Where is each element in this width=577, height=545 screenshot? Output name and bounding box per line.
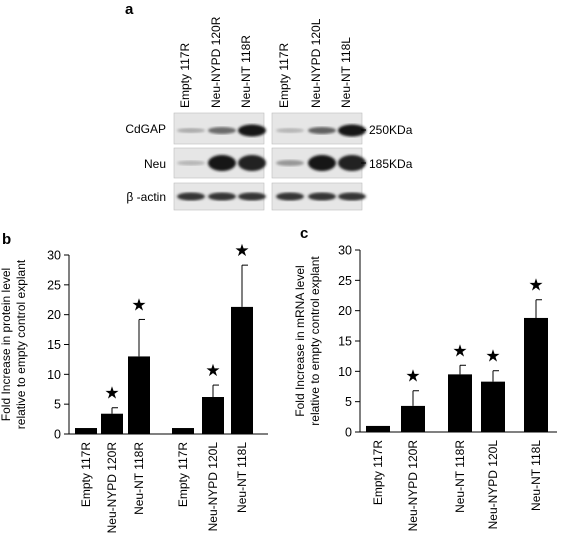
blot-band: [208, 127, 236, 134]
lane-labels-left: Empty 117R Neu-NYPD 120R Neu-NT 118R: [178, 16, 253, 108]
lane-label: Empty 117R: [277, 43, 291, 108]
bar: [481, 381, 505, 432]
y-axis-label: relative to empty control explant: [308, 256, 322, 426]
western-blot: [173, 112, 366, 211]
blot-band: [238, 124, 266, 137]
blot-band: [338, 155, 366, 171]
bar: [366, 425, 390, 432]
blot-band: [177, 128, 205, 133]
chart-c: 0 5 10 15 20 25 30 Fold Increase in mRNA level r…: [293, 244, 557, 532]
y-tick-label: 0: [54, 428, 61, 442]
blot-band: [276, 192, 304, 201]
y-tick-label: 30: [338, 244, 352, 258]
y-tick-label: 30: [47, 249, 61, 263]
significance-star: ★: [485, 347, 500, 366]
y-tick-label: 5: [345, 395, 352, 409]
bar: [172, 428, 194, 434]
size-marker-250: 250KDa: [369, 123, 413, 137]
bar: [202, 397, 224, 434]
x-tick-label: Neu-NT 118R: [453, 440, 467, 513]
y-axis-label: relative to empty control explant: [14, 259, 28, 429]
blot-band: [338, 192, 366, 201]
y-axis-label: Fold Increase in protein level: [0, 268, 13, 421]
lane-label: Empty 117R: [178, 43, 192, 108]
x-tick-label: Empty 117R: [79, 442, 93, 507]
bar: [524, 317, 548, 432]
lane-label: Neu-NT 118R: [239, 35, 253, 108]
lane-label: Neu-NT 118L: [339, 37, 353, 108]
significance-star: ★: [452, 341, 467, 360]
bar: [101, 413, 123, 434]
blot-band: [276, 128, 304, 133]
row-label-beta-actin: β -actin: [126, 190, 166, 204]
y-axis-label: Fold Increase in mRNA level: [293, 265, 307, 416]
row-label-cdgap: CdGAP: [125, 122, 166, 136]
bar: [401, 405, 425, 432]
y-tick-label: 5: [54, 398, 61, 412]
significance-star: ★: [104, 384, 119, 403]
blot-band: [238, 155, 266, 171]
row-label-neu: Neu: [144, 157, 166, 171]
x-tick-label: Neu-NYPD 120R: [406, 440, 420, 532]
y-tick-label: 15: [47, 338, 61, 352]
significance-star: ★: [205, 361, 220, 380]
x-tick-label: Empty 117R: [371, 440, 385, 505]
chart-b: 0 5 10 15 20 25 30 Fold Increase in protein lev…: [0, 241, 268, 533]
panel-b-label: b: [2, 231, 11, 248]
y-tick-label: 25: [338, 274, 352, 288]
panel-a-label: a: [125, 1, 134, 18]
y-tick-label: 20: [338, 304, 352, 318]
blot-band: [208, 192, 236, 201]
x-tick-label: Neu-NT 118R: [132, 442, 146, 515]
blot-band: [177, 192, 205, 201]
bar: [128, 356, 150, 434]
x-tick-label: Neu-NYPD 120L: [486, 440, 500, 530]
significance-star: ★: [405, 367, 420, 386]
blot-band: [238, 192, 266, 201]
y-tick-label: 10: [338, 365, 352, 379]
significance-star: ★: [528, 276, 543, 295]
blot-band: [177, 160, 205, 166]
panel-c-label: c: [300, 225, 308, 242]
x-tick-label: Neu-NYPD 120R: [105, 442, 119, 534]
blot-band: [338, 124, 366, 137]
blot-band: [276, 160, 304, 166]
significance-star: ★: [234, 241, 249, 260]
blot-band: [308, 127, 336, 134]
bar: [75, 428, 97, 434]
lane-label: Neu-NYPD 120R: [209, 16, 223, 108]
y-tick-label: 10: [47, 368, 61, 382]
y-tick-label: 20: [47, 308, 61, 322]
size-marker-185: 185KDa: [369, 157, 413, 171]
bar: [448, 374, 472, 432]
x-tick-label: Neu-NT 118L: [529, 440, 543, 511]
x-tick-label: Neu-NYPD 120L: [206, 442, 220, 532]
y-tick-label: 25: [47, 278, 61, 292]
x-tick-label: Neu-NT 118L: [235, 442, 249, 513]
blot-band: [308, 192, 336, 201]
blot-band: [308, 155, 336, 171]
bar: [231, 306, 253, 434]
lane-labels-right: Empty 117R Neu-NYPD 120L Neu-NT 118L: [277, 18, 353, 108]
y-tick-label: 15: [338, 335, 352, 349]
y-tick-label: 0: [345, 426, 352, 440]
blot-band: [208, 155, 236, 171]
lane-label: Neu-NYPD 120L: [309, 18, 323, 108]
x-tick-label: Empty 117R: [176, 442, 190, 507]
significance-star: ★: [131, 295, 146, 314]
